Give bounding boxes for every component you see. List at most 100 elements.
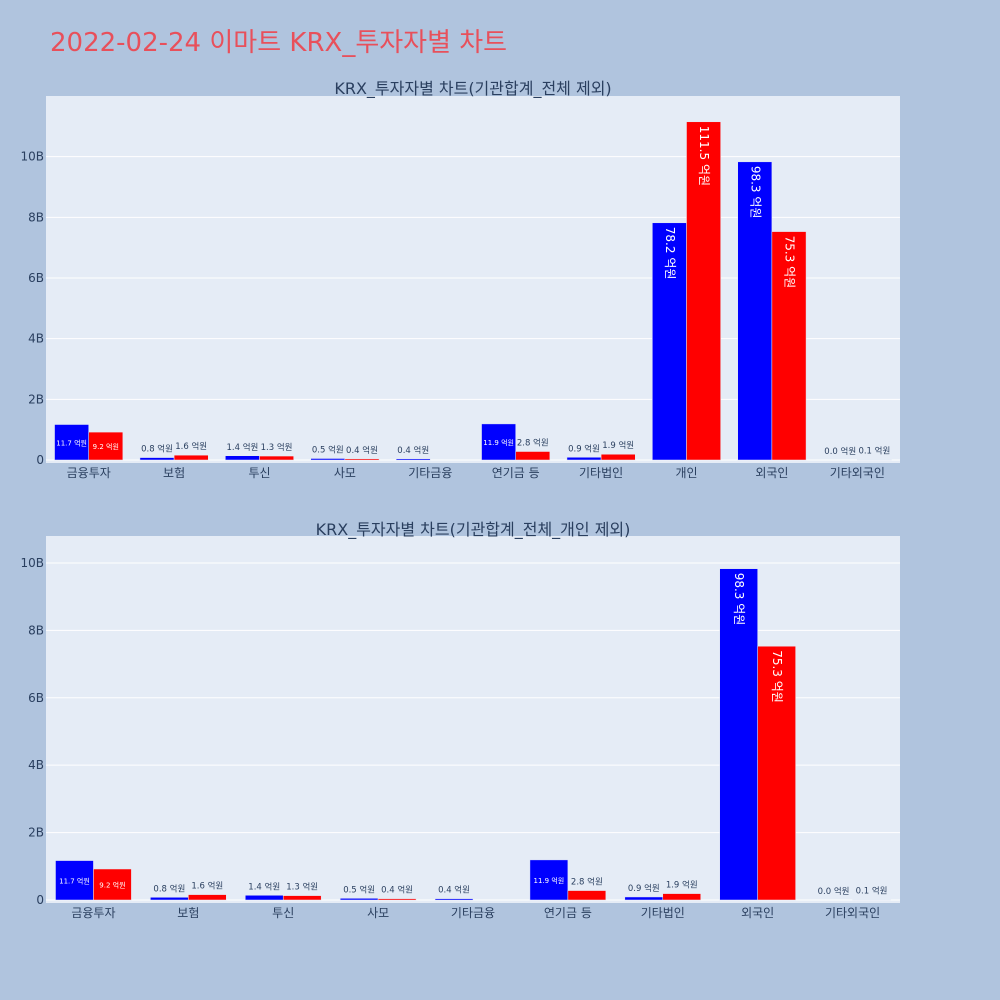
data-label: 111.5 억원 (697, 126, 711, 186)
x-tick-label: 금융투자 (67, 466, 111, 480)
buy-bar (245, 895, 284, 901)
data-label: 0.8 억원 (153, 883, 185, 894)
buy-bar (737, 161, 773, 461)
data-label: 0.9 억원 (628, 883, 660, 894)
x-tick-label: 보험 (163, 466, 185, 480)
buy-bar (434, 898, 474, 901)
x-tick-label: 연기금 등 (492, 466, 540, 480)
data-label: 1.4 억원 (226, 442, 258, 453)
sell-bar (93, 868, 132, 901)
sell-bar (567, 890, 607, 901)
y-tick-label: 8B (28, 623, 44, 637)
buy-bar (54, 424, 89, 461)
page-title: 2022-02-24 이마트 KRX_투자자별 차트 (50, 28, 508, 58)
y-tick-label: 8B (28, 210, 44, 224)
x-tick-label: 기타금융 (451, 906, 495, 920)
buy-bar (719, 568, 758, 901)
data-label: 2.8 억원 (571, 877, 603, 888)
buy-bar (339, 898, 379, 901)
data-label: 9.2 억원 (93, 442, 119, 451)
buy-bar (529, 859, 569, 901)
sell-bar (686, 121, 721, 461)
data-label: 0.5 억원 (343, 884, 375, 895)
sell-bar (344, 458, 380, 461)
data-label: 75.3 억원 (770, 650, 784, 703)
data-label: 1.4 억원 (248, 881, 280, 892)
data-label: 2.8 억원 (517, 438, 549, 449)
y-tick-label: 2B (28, 392, 44, 406)
sell-bar (662, 893, 701, 901)
data-label: 78.2 억원 (663, 227, 677, 280)
y-tick-label: 6B (28, 691, 44, 705)
data-label: 0.5 억원 (312, 444, 344, 455)
y-tick-label: 10B (20, 556, 44, 570)
buy-bar (150, 897, 189, 901)
data-label: 98.3 억원 (748, 166, 762, 219)
sell-bar (173, 454, 209, 461)
y-tick-label: 0 (36, 893, 44, 907)
sell-bar (600, 453, 636, 461)
x-tick-label: 사모 (367, 906, 389, 920)
x-tick-label: 개인 (675, 466, 697, 480)
y-tick-label: 6B (28, 271, 44, 285)
data-label: 0.4 억원 (346, 445, 378, 456)
buy-bar (652, 222, 687, 461)
x-tick-label: 기타법인 (641, 906, 685, 920)
buy-bar (139, 457, 175, 461)
x-tick-label: 기타외국인 (830, 466, 885, 480)
y-tick-label: 4B (28, 758, 44, 772)
data-label: 9.2 억원 (99, 880, 125, 889)
chart-title: KRX_투자자별 차트(기관합계_전체_개인 제외) (316, 520, 631, 540)
x-tick-label: 기타금융 (408, 466, 452, 480)
data-label: 0.1 억원 (856, 886, 888, 897)
data-label: 11.7 억원 (59, 876, 90, 885)
y-tick-label: 4B (28, 332, 44, 346)
x-tick-label: 기타외국인 (825, 906, 880, 920)
x-tick-label: 외국인 (741, 906, 774, 920)
data-label: 0.4 억원 (397, 445, 429, 456)
data-label: 0.8 억원 (141, 444, 173, 455)
buy-bar (481, 423, 516, 461)
data-label: 0.1 억원 (858, 446, 890, 457)
x-tick-label: 기타법인 (579, 466, 623, 480)
chart-1: 0 2B 4B 6B 8B 10B KRX_투자자별 차트(기관합계_전체 제외) 금융투자 1… (20, 79, 900, 480)
sell-bar (188, 894, 227, 901)
data-label: 1.9 억원 (666, 880, 698, 891)
chart-title: KRX_투자자별 차트(기관합계_전체 제외) (334, 79, 611, 99)
sell-bar (757, 645, 796, 901)
buy-bar (55, 860, 94, 901)
buy-bar (225, 455, 260, 461)
buy-bar (310, 458, 346, 461)
sell-bar (88, 431, 124, 461)
x-tick-label: 투신 (248, 466, 270, 480)
data-label: 11.9 억원 (483, 438, 514, 447)
x-tick-label: 투신 (272, 906, 294, 920)
sell-bar (259, 455, 294, 461)
sell-bar (515, 451, 551, 461)
buy-bar (624, 896, 664, 901)
data-label: 0.4 억원 (438, 885, 470, 896)
chart-2: 0 2B 4B 6B 8B 10B KRX_투자자별 차트(기관합계_전체_개인 제외) 금융… (20, 520, 900, 920)
y-tick-label: 10B (20, 150, 44, 164)
data-label: 1.3 억원 (286, 882, 318, 893)
data-label: 11.9 억원 (534, 876, 565, 885)
data-label: 75.3 억원 (782, 236, 796, 289)
data-label: 0.0 억원 (818, 886, 850, 897)
x-tick-label: 연기금 등 (544, 906, 592, 920)
data-label: 1.3 억원 (261, 442, 293, 453)
y-tick-label: 2B (28, 826, 44, 840)
data-label: 11.7 억원 (56, 438, 87, 447)
data-label: 0.0 억원 (824, 446, 856, 457)
x-tick-label: 보험 (177, 906, 199, 920)
data-label: 0.4 억원 (381, 885, 413, 896)
buy-bar (395, 458, 431, 461)
data-label: 1.6 억원 (191, 881, 223, 892)
x-tick-label: 사모 (334, 466, 356, 480)
sell-bar (771, 231, 807, 461)
data-label: 1.9 억원 (602, 440, 634, 451)
x-tick-label: 금융투자 (71, 906, 115, 920)
sell-bar (282, 895, 322, 901)
data-label: 0.9 억원 (568, 443, 600, 454)
buy-bar (566, 457, 602, 461)
